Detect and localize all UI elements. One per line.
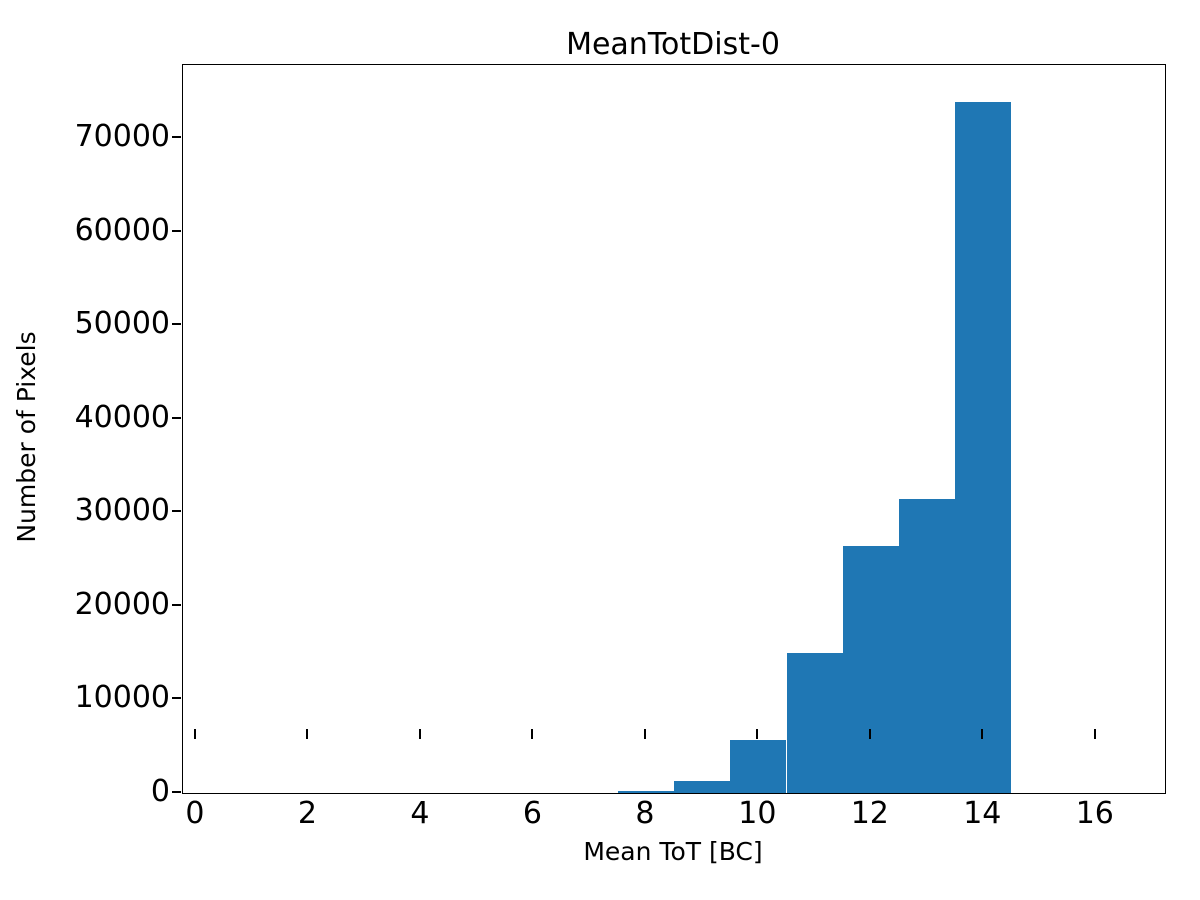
x-tick (1093, 729, 1096, 739)
x-tick-label: 14 (963, 796, 1002, 831)
y-tick (172, 791, 181, 793)
x-tick-label: 4 (410, 796, 430, 831)
y-tick-label: 0 (150, 774, 170, 809)
plot-area (182, 64, 1166, 794)
x-tick (531, 729, 534, 739)
y-tick-label: 40000 (74, 399, 170, 435)
y-tick-label: 50000 (74, 306, 170, 342)
histogram-bar (899, 499, 956, 793)
y-tick (172, 697, 181, 700)
y-tick (172, 510, 181, 513)
chart-title: MeanTotDist-0 (566, 27, 780, 62)
x-tick (418, 729, 421, 739)
histogram-bar (617, 791, 674, 793)
y-tick-label: 20000 (74, 586, 170, 622)
histogram-bar (786, 652, 843, 793)
x-tick (981, 729, 984, 739)
x-tick-label: 0 (185, 796, 205, 831)
histogram-bar (674, 781, 731, 793)
y-tick-label: 10000 (74, 680, 170, 716)
x-tick (868, 729, 871, 739)
y-tick (172, 229, 181, 232)
y-tick-label: 60000 (74, 212, 170, 248)
y-tick (172, 416, 181, 419)
x-tick (643, 729, 646, 739)
y-tick-label: 70000 (74, 119, 170, 154)
y-tick-label: 30000 (74, 493, 170, 529)
x-tick-label: 12 (850, 796, 889, 831)
x-axis-label: Mean ToT [BC] (583, 837, 763, 866)
x-tick (193, 729, 196, 739)
y-tick (172, 603, 181, 606)
x-tick-label: 10 (738, 796, 777, 831)
x-tick (306, 729, 309, 739)
x-tick-label: 8 (635, 796, 655, 831)
x-tick-label: 2 (297, 796, 317, 831)
x-tick (756, 729, 759, 739)
histogram-bar (730, 739, 787, 793)
histogram-bar (955, 102, 1012, 793)
x-tick-label: 6 (522, 796, 542, 831)
x-tick-label: 16 (1075, 796, 1114, 831)
histogram-bar (842, 546, 899, 793)
y-tick (172, 136, 181, 138)
y-axis-label: Number of Pixels (12, 331, 41, 543)
y-tick (172, 323, 181, 326)
